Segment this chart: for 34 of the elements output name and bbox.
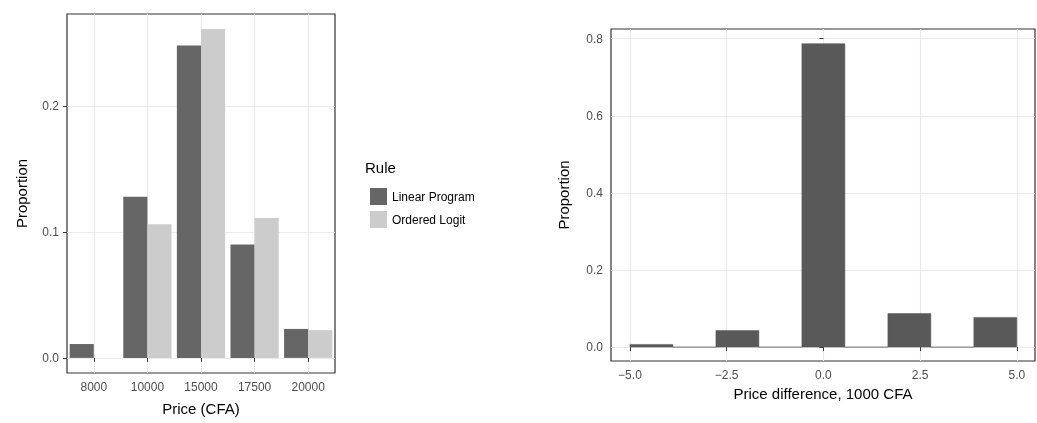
x-axis-title: Price difference, 1000 CFA <box>733 385 913 402</box>
y-axis-title: Proportion <box>13 158 30 229</box>
bar <box>176 45 201 358</box>
legend-label: Linear Program <box>392 189 475 204</box>
x-tick-label: 17500 <box>237 380 272 394</box>
x-axis-title: Price (CFA) <box>162 400 240 417</box>
x-tick-label: 10000 <box>130 380 165 394</box>
bar <box>284 328 309 358</box>
legend-title: Rule <box>365 159 396 176</box>
y-tick-label: 0.8 <box>586 31 604 46</box>
bar <box>69 344 94 358</box>
bar <box>147 224 172 358</box>
y-tick-label: 0.0 <box>42 350 60 365</box>
y-tick-label: 0.4 <box>586 185 604 200</box>
x-tick-label: −2.5 <box>714 368 739 382</box>
x-tick-label: 0.0 <box>815 368 833 382</box>
x-tick-label: −5.0 <box>618 368 643 382</box>
y-axis-title: Proportion <box>555 160 572 230</box>
bar <box>201 29 226 358</box>
x-tick-label: 8000 <box>80 380 108 394</box>
y-tick-label: 0.1 <box>42 224 60 239</box>
bar <box>254 218 279 358</box>
x-tick-label: 15000 <box>184 380 219 394</box>
bar <box>230 244 255 358</box>
x-tick-label: 5.0 <box>1008 368 1026 382</box>
bar <box>308 330 333 358</box>
legend-label: Ordered Logit <box>392 212 467 227</box>
x-tick-label: 20000 <box>291 380 326 394</box>
bar <box>123 196 148 358</box>
y-tick-label: 0.2 <box>586 263 604 277</box>
y-tick-label: 0.0 <box>586 340 604 355</box>
y-tick-label: 0.2 <box>42 98 60 113</box>
x-tick-label: 2.5 <box>911 368 929 382</box>
y-tick-label: 0.6 <box>586 108 604 123</box>
